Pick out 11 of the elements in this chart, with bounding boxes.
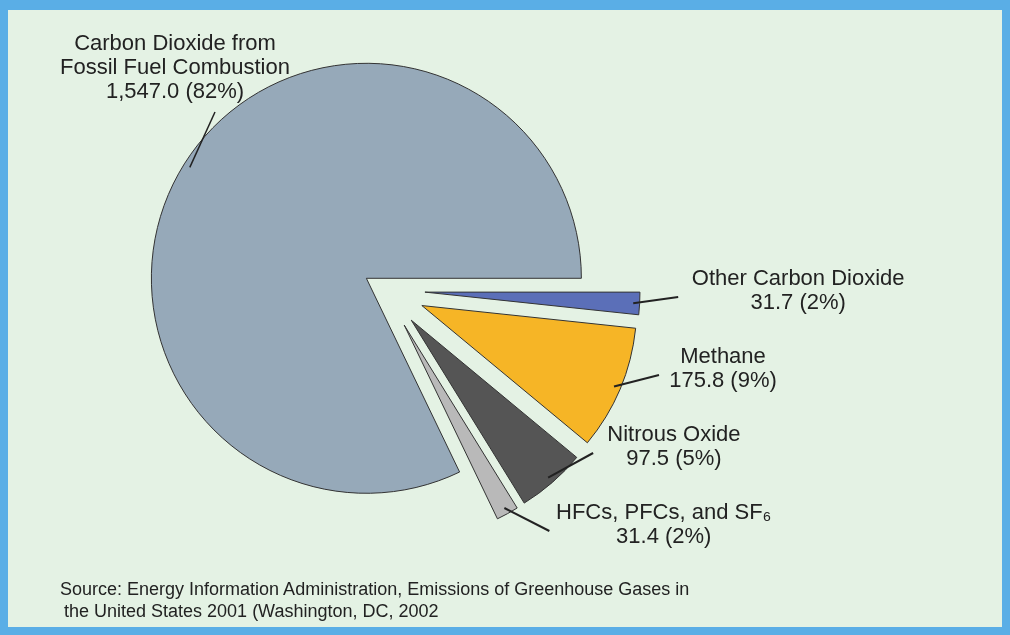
slice-label: Nitrous Oxide <box>607 421 741 446</box>
source-note: Source: Energy Information Administration, Emissions of Greenhouse Gases in the United States 2001 (Washington, DC, 2002 <box>60 579 690 621</box>
slice-label: HFCs, PFCs, and SF₆ <box>556 499 772 524</box>
slice-label: Methane <box>680 343 766 368</box>
data-label: 31.4 (2%) <box>616 523 712 548</box>
slice-label: Other Carbon Dioxide <box>691 265 905 290</box>
data-label: 31.7 (2%) <box>750 289 846 314</box>
slice-label: Carbon Dioxide from Fossil Fuel Combustion <box>60 30 290 79</box>
data-label: 1,547.0 (82%) <box>105 78 245 103</box>
data-label: 97.5 (5%) <box>626 445 722 470</box>
data-label: 175.8 (9%) <box>669 367 777 392</box>
